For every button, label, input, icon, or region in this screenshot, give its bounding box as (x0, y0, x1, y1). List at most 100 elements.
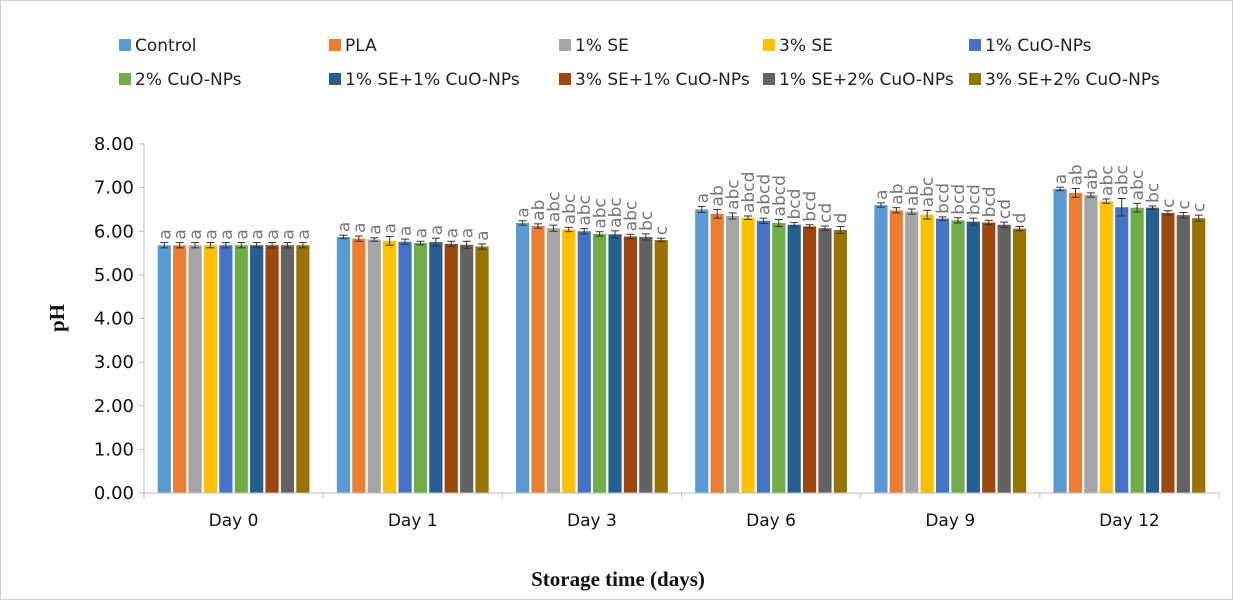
legend-label-8: 1% SE+2% CuO-NPs (779, 70, 954, 90)
bar (413, 243, 428, 493)
bar (280, 245, 295, 493)
bar (577, 231, 591, 493)
bar (741, 217, 755, 493)
bar (623, 236, 638, 494)
significance-letter: bcd (934, 183, 954, 214)
legend-label-9: 3% SE+2% CuO-NPs (985, 70, 1160, 90)
significance-letter: a (263, 229, 283, 239)
significance-letter: a (872, 189, 892, 199)
bar (1068, 192, 1083, 494)
legend-label-0: Control (135, 36, 196, 56)
bar (889, 210, 903, 493)
bar (250, 245, 264, 493)
bar (444, 243, 458, 493)
bar (296, 245, 310, 493)
significance-letter: bc (637, 211, 657, 231)
significance-letter: ab (708, 185, 728, 206)
significance-letter: ab (887, 183, 907, 204)
significance-letter: c (1174, 200, 1194, 209)
bar (1115, 207, 1129, 493)
bar (802, 226, 817, 494)
bar (710, 213, 724, 494)
y-tick-label: 8.00 (94, 134, 134, 155)
bar (920, 214, 934, 494)
significance-letter: a (411, 228, 431, 238)
legend-label-5: 2% CuO-NPs (135, 70, 242, 90)
significance-letter: a (334, 222, 354, 232)
significance-letter: abc (544, 192, 564, 223)
bar (695, 209, 709, 493)
significance-letter: a (278, 229, 298, 239)
significance-letter: abcd (754, 174, 774, 215)
significance-letter: a (232, 229, 252, 239)
legend-swatch-2 (559, 39, 571, 51)
significance-letter: d (1011, 213, 1031, 224)
bar (336, 236, 351, 493)
significance-letter: abc (560, 194, 580, 225)
bar (966, 221, 980, 493)
significance-letter: a (294, 229, 314, 239)
x-axis: Day 0 Day 1 Day 3 Day 6 Day 9 Day 12 (143, 492, 1220, 531)
significance-letter: a (365, 224, 385, 234)
legend: Control PLA 1% SE 3% SE 1% CuO-NPs 2% CuO-NPs… (119, 36, 1160, 90)
y-axis: 0.00 1.00 2.00 3.00 4.00 5.00 6.00 7.00 8.00 (94, 134, 145, 504)
bar (772, 222, 786, 493)
significance-letter: a (381, 223, 401, 233)
significance-letter: abc (1128, 170, 1148, 201)
significance-letter: cd (995, 199, 1015, 219)
bar (265, 245, 279, 493)
legend-swatch-6 (329, 73, 341, 85)
bar (1145, 207, 1160, 493)
bar (203, 245, 218, 493)
significance-letter: abcd (770, 175, 790, 216)
x-tick-label: Day 3 (567, 511, 617, 531)
significance-letter: a (155, 229, 175, 239)
significance-letter: a (171, 229, 191, 239)
significance-letter: ab (1067, 164, 1087, 185)
bar (352, 238, 366, 493)
legend-swatch-1 (329, 39, 341, 51)
bar (725, 215, 740, 493)
significance-letter: abc (591, 198, 611, 229)
bar (787, 224, 801, 494)
bar (188, 245, 202, 493)
bar (654, 239, 668, 493)
significance-letter: a (396, 226, 416, 236)
bar (460, 244, 474, 493)
significance-letter: a (201, 229, 221, 239)
x-tick-label: Day 6 (746, 511, 796, 531)
bar (905, 211, 919, 493)
significance-letter: abc (1097, 165, 1117, 196)
bar (219, 245, 233, 493)
x-tick-label: Day 0 (209, 511, 259, 531)
significance-letter: c (652, 226, 672, 235)
significance-letter: bcd (964, 184, 984, 215)
bar (367, 239, 381, 493)
bar (818, 228, 832, 494)
significance-letter: bcd (980, 186, 1000, 217)
y-tick-label: 5.00 (94, 265, 134, 286)
significance-letter: a (186, 229, 206, 239)
y-tick-label: 4.00 (94, 309, 134, 330)
significance-letter: abc (621, 201, 641, 232)
y-tick-label: 7.00 (94, 178, 134, 199)
significance-letter: c (1159, 198, 1179, 207)
y-axis-title: pH (45, 304, 69, 332)
bar (639, 236, 653, 493)
significance-letter: ab (903, 185, 923, 206)
bars-group: aaaaaaaaaaaaaaaaaaaaaababcabcabcabcabcab… (155, 164, 1210, 494)
significance-letter: a (217, 229, 237, 239)
x-tick-label: Day 9 (925, 511, 975, 531)
legend-label-2: 1% SE (575, 36, 629, 56)
significance-letter: a (473, 230, 493, 240)
significance-letter: cd (816, 203, 836, 223)
bar (1012, 228, 1027, 493)
significance-letter: a (248, 229, 268, 239)
legend-swatch-0 (119, 39, 131, 51)
bar (593, 233, 607, 493)
bar (1161, 212, 1175, 494)
legend-swatch-8 (763, 73, 775, 85)
significance-letter: bcd (785, 189, 805, 220)
bar (608, 234, 622, 493)
